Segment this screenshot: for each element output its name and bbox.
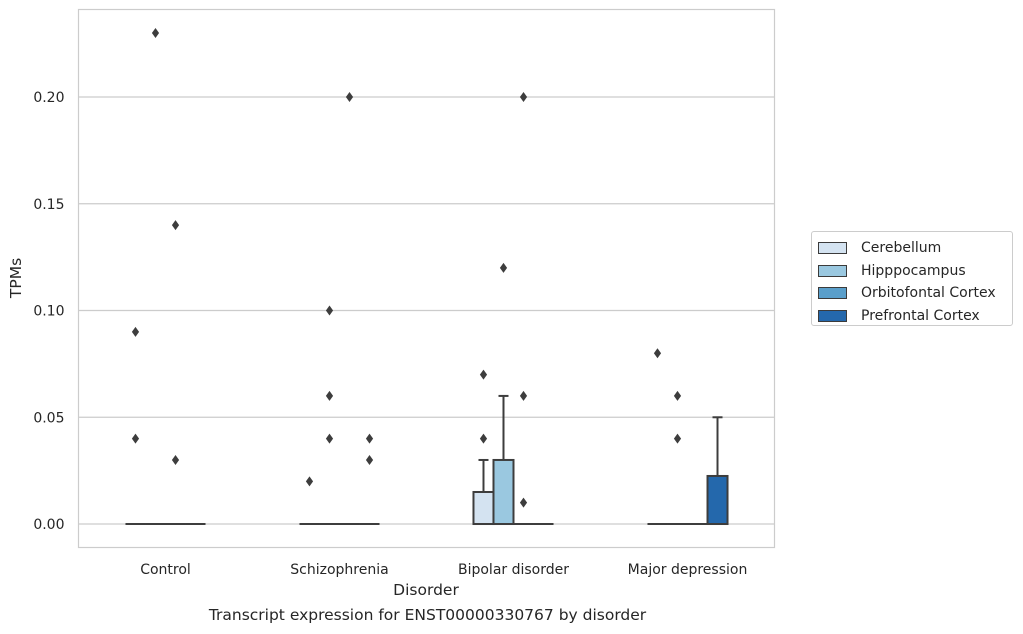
outlier-point: [499, 262, 508, 273]
y-axis-label: TPMs: [7, 258, 25, 299]
box-prefrontal-cortex: [359, 433, 380, 526]
box-orbitofontal-cortex: [165, 220, 186, 526]
box-orbitofontal-cortex: [513, 92, 534, 526]
x-axis-label: Disorder: [393, 581, 459, 599]
box-hipppocampus: [319, 305, 340, 526]
legend: Cerebellum Hipppocampus Orbitofontal Corte…: [811, 231, 1013, 326]
legend-swatch: [818, 287, 847, 300]
box-cerebellum: [125, 326, 146, 526]
outlier-point: [673, 390, 682, 401]
y-tick-label: 0.10: [33, 304, 64, 320]
legend-swatch: [818, 309, 847, 322]
y-tick-label: 0.15: [33, 197, 64, 213]
y-tick-label: 0.00: [33, 517, 64, 533]
outlier-point: [325, 305, 334, 316]
x-tick-label: Control: [140, 562, 191, 578]
box-body: [492, 458, 515, 526]
outlier-point: [151, 27, 160, 38]
outlier-point: [305, 476, 314, 487]
legend-swatch: [818, 264, 847, 277]
outlier-point: [519, 390, 528, 401]
box-cerebellum: [647, 348, 668, 526]
legend-swatch: [818, 242, 847, 255]
plot-marks: [125, 27, 729, 526]
y-tick-label: 0.20: [33, 90, 64, 106]
box-orbitofontal-cortex: [339, 92, 360, 526]
outlier-point: [131, 326, 140, 337]
box-body: [472, 490, 495, 526]
outlier-point: [325, 390, 334, 401]
y-tick-label: 0.05: [33, 410, 64, 426]
chart-caption: Transcript expression for ENST0000033076…: [208, 606, 647, 624]
outlier-point: [365, 433, 374, 444]
x-tick-labels: Control Schizophrenia Bipolar disorder Majo…: [140, 562, 747, 578]
outlier-point: [479, 433, 488, 444]
plot-frame: [77, 8, 776, 549]
outlier-point: [519, 92, 528, 103]
box-body: [706, 474, 729, 526]
outlier-point: [345, 92, 354, 103]
outlier-point: [479, 369, 488, 380]
y-tick-labels: 0.00 0.05 0.10 0.15 0.20: [33, 90, 64, 533]
box-cerebellum: [472, 369, 495, 526]
gridlines: [78, 96, 775, 525]
box-hipppocampus: [667, 390, 688, 526]
outlier-point: [171, 454, 180, 465]
box-hipppocampus: [145, 27, 166, 526]
outlier-point: [325, 433, 334, 444]
legend-item: Orbitofontal Cortex: [818, 282, 1012, 305]
outlier-point: [673, 433, 682, 444]
x-tick-label: Major depression: [628, 562, 748, 578]
legend-item: Hipppocampus: [818, 260, 1012, 283]
x-tick-label: Bipolar disorder: [458, 562, 569, 578]
outlier-point: [519, 497, 528, 508]
legend-label: Orbitofontal Cortex: [861, 285, 996, 302]
legend-item: Prefrontal Cortex: [818, 305, 1012, 328]
legend-label: Hipppocampus: [861, 262, 966, 279]
x-tick-label: Schizophrenia: [290, 562, 388, 578]
outlier-point: [171, 220, 180, 231]
box-hipppocampus: [492, 262, 515, 526]
outlier-point: [653, 348, 662, 359]
legend-label: Cerebellum: [861, 240, 942, 257]
box-prefrontal-cortex: [706, 416, 729, 526]
outlier-point: [131, 433, 140, 444]
legend-label: Prefrontal Cortex: [861, 307, 980, 324]
legend-item: Cerebellum: [818, 237, 1012, 260]
outlier-point: [365, 454, 374, 465]
box-cerebellum: [299, 476, 320, 526]
